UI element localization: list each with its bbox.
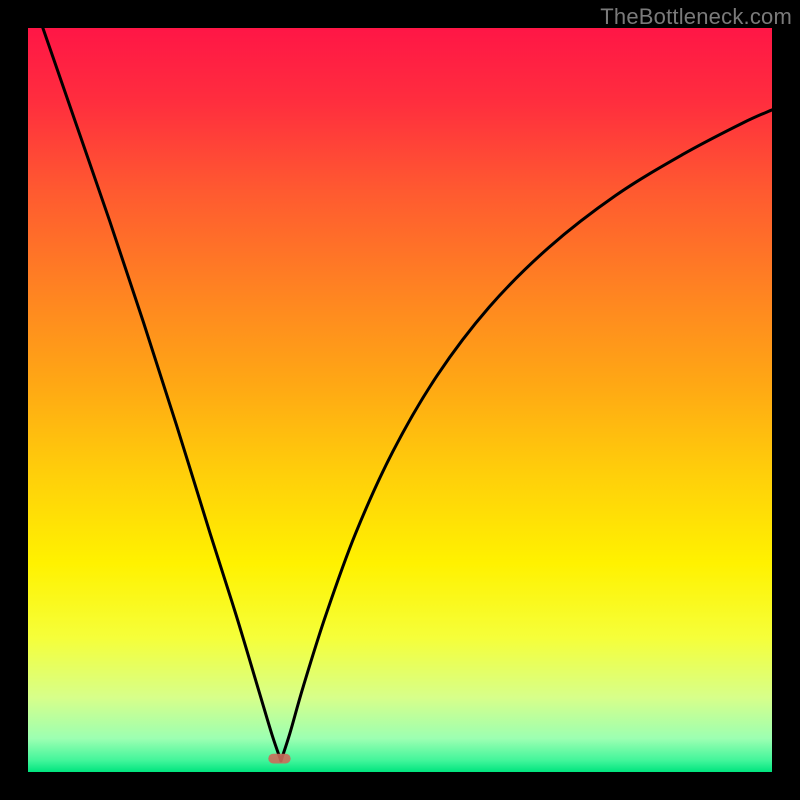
bottleneck-chart	[0, 0, 800, 800]
vertex-marker	[268, 754, 290, 764]
watermark-text: TheBottleneck.com	[600, 4, 792, 30]
chart-container: TheBottleneck.com	[0, 0, 800, 800]
plot-background	[28, 28, 772, 772]
